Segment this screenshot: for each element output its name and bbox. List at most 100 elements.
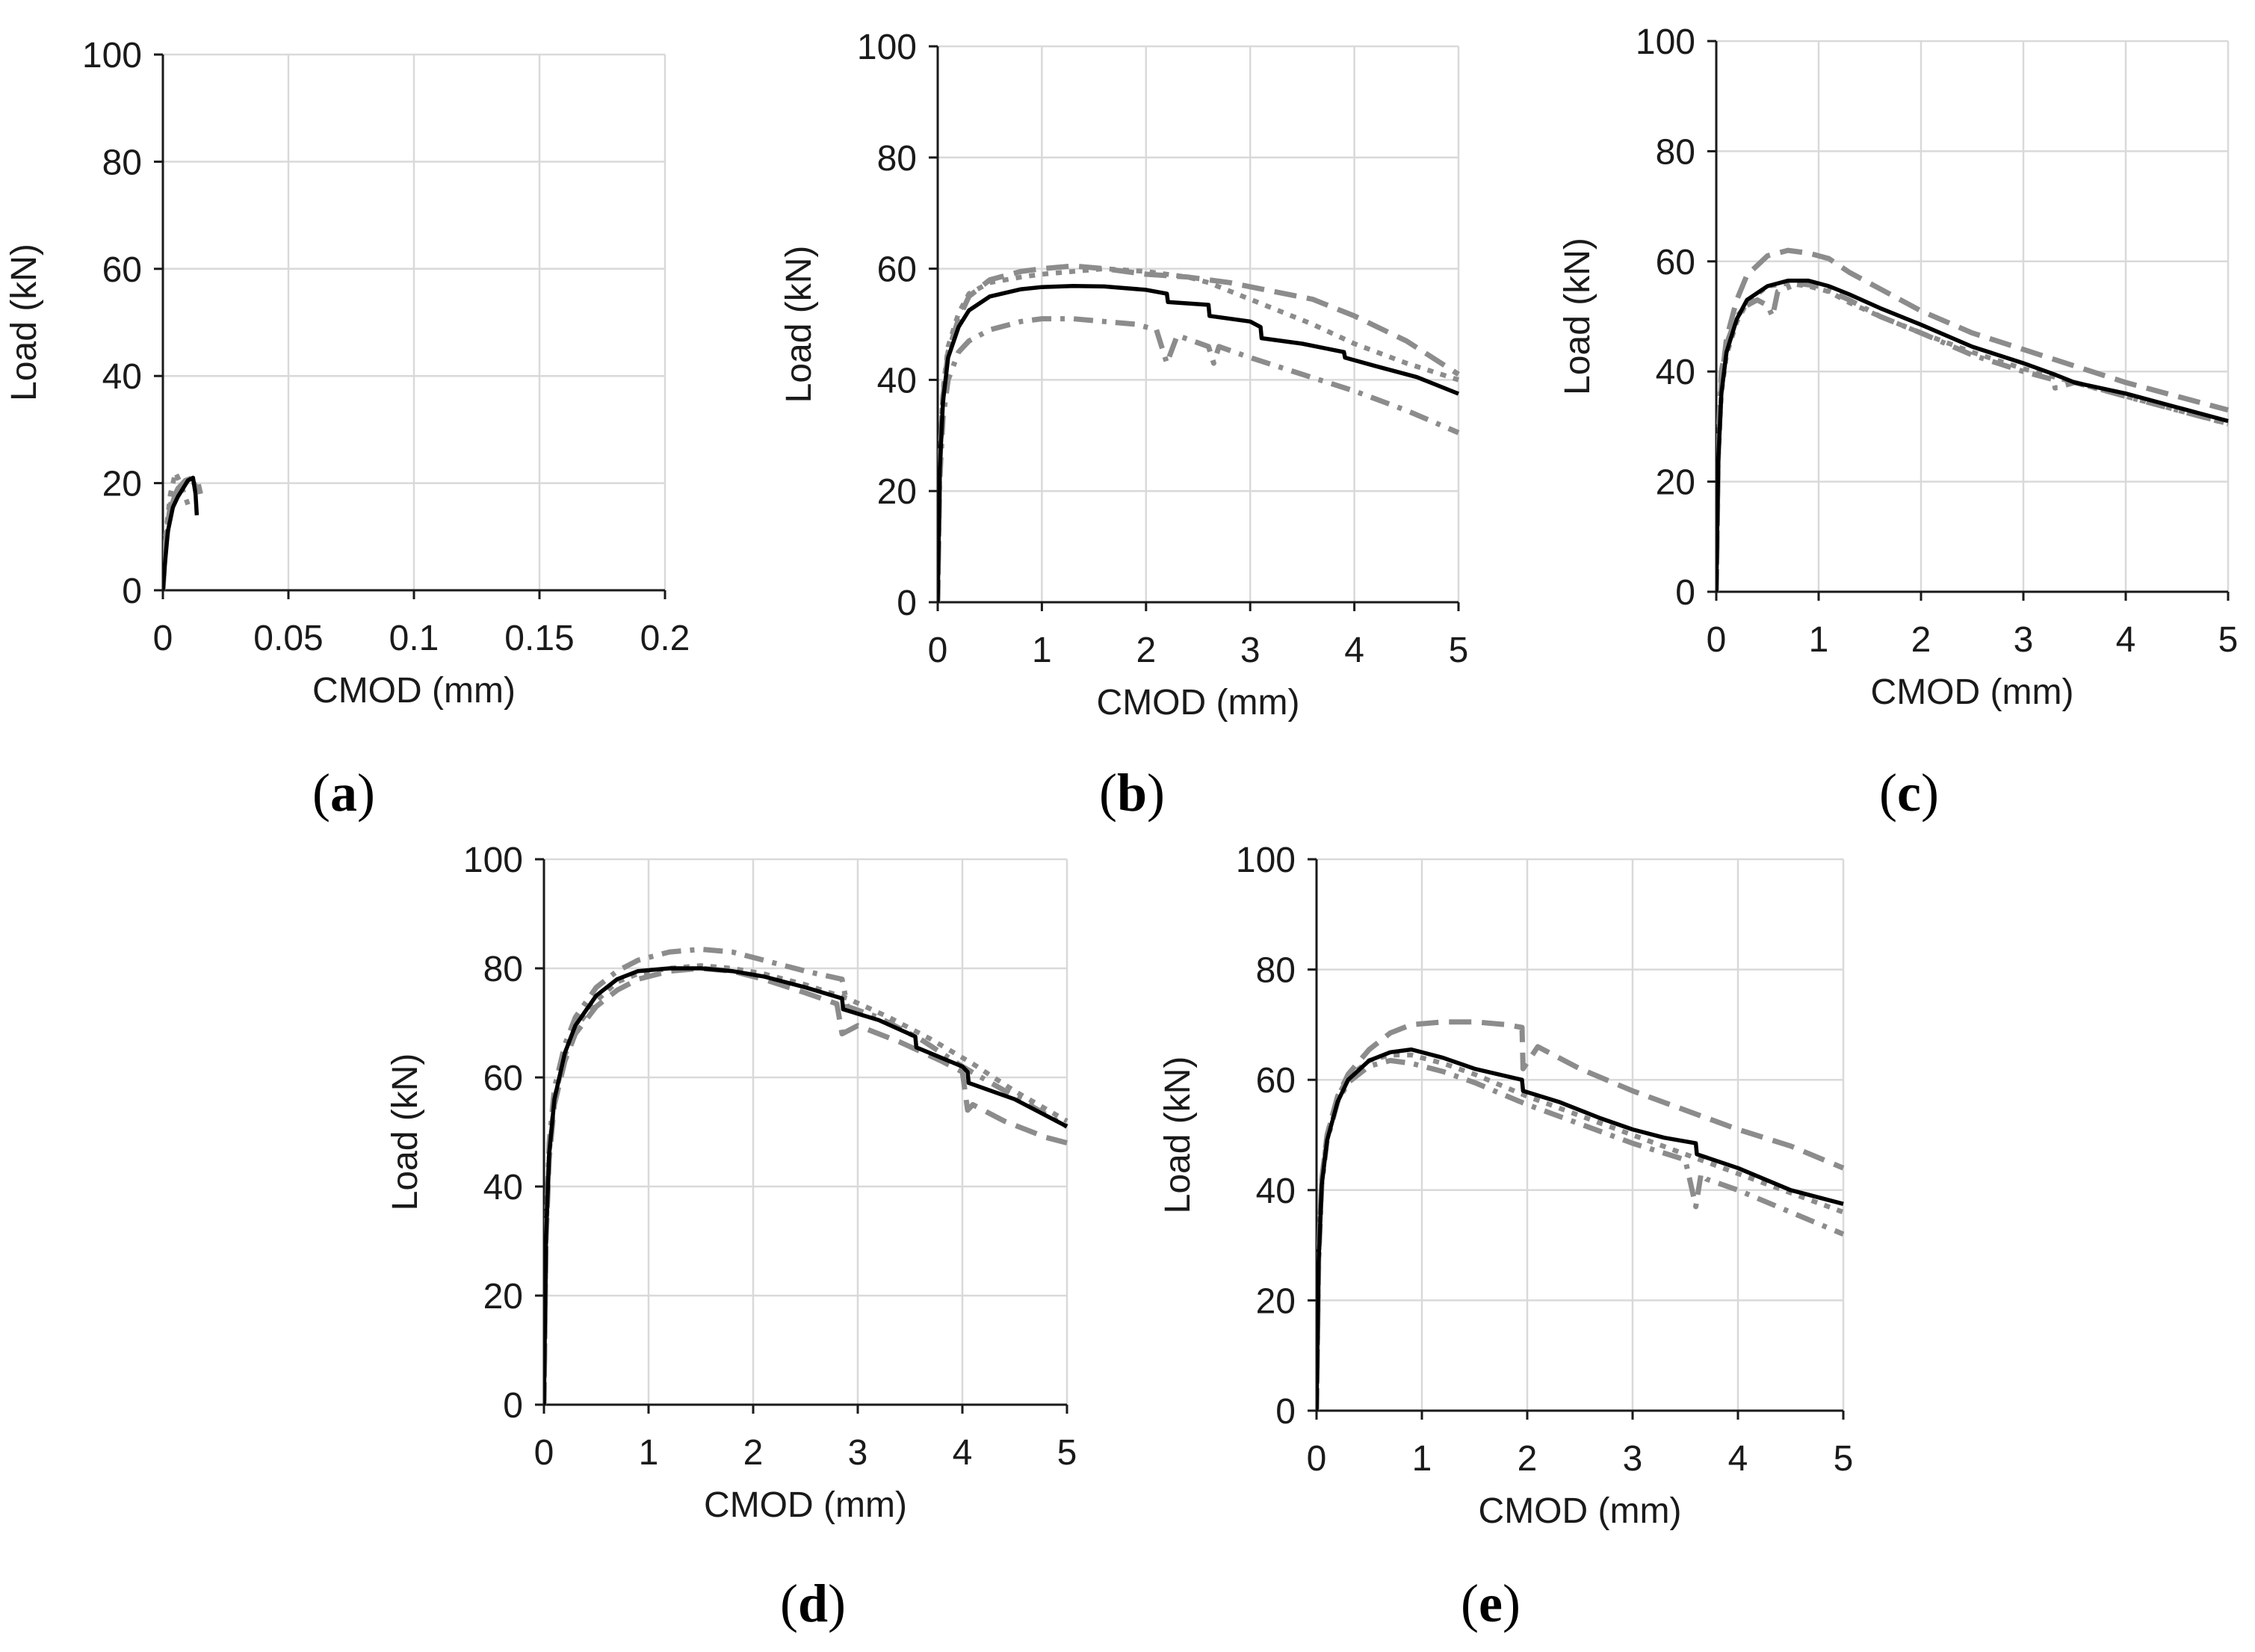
y-tick-label: 80 <box>877 139 917 179</box>
series-line-average <box>163 475 199 591</box>
x-axis-title: CMOD (mm) <box>1097 683 1300 723</box>
y-tick-label: 40 <box>1256 1172 1296 1211</box>
panel-label: (b) <box>1099 763 1165 823</box>
y-axis-title: Load (kN) <box>4 244 44 401</box>
x-tick-label: 1 <box>639 1433 659 1473</box>
series-line-average <box>1317 1047 1844 1411</box>
y-tick-label: 100 <box>1636 22 1695 62</box>
y-tick-label: 40 <box>483 1168 523 1207</box>
x-axis-title: CMOD (mm) <box>1479 1491 1682 1531</box>
panel-label: (a) <box>312 763 375 823</box>
x-tick-label: 0 <box>153 619 173 658</box>
x-tick-label: 1 <box>1809 620 1829 660</box>
x-tick-label: 2 <box>1136 631 1156 670</box>
x-tick-label: 0.2 <box>640 619 690 658</box>
chart-panel-b: 0 1 2 3 4 5 0 20 40 60 80 100 CMOD (mm) Load (kN) (b) <box>779 28 1468 823</box>
y-tick-label: 20 <box>483 1277 523 1317</box>
y-tick-label: 60 <box>1256 1061 1296 1101</box>
y-tick-label: 100 <box>857 28 917 67</box>
x-axis-title: CMOD (mm) <box>312 671 516 711</box>
y-tick-label: 60 <box>483 1059 523 1098</box>
panel-label-close: ) <box>828 1574 846 1633</box>
panel-label-letter: a <box>330 763 357 823</box>
y-axis-title: Load (kN) <box>1158 1057 1198 1214</box>
series-line-specimen-2 <box>938 316 1460 603</box>
x-tick-label: 4 <box>953 1433 973 1473</box>
x-tick-label: 1 <box>1032 631 1052 670</box>
x-axis-title: CMOD (mm) <box>704 1485 907 1525</box>
chart-panel-c: 0 1 2 3 4 5 0 20 40 60 80 100 CMOD (mm) Load (kN) (c) <box>1558 22 2238 823</box>
panel-label-open: ( <box>1461 1574 1479 1633</box>
series-line-average <box>544 966 1068 1405</box>
x-tick-label: 3 <box>1623 1439 1643 1479</box>
series-line-specimen-1 <box>1317 1019 1845 1411</box>
y-tick-label: 20 <box>1656 463 1695 503</box>
y-tick-label: 0 <box>122 572 142 611</box>
x-tick-label: 3 <box>2014 620 2034 660</box>
y-tick-label: 20 <box>102 465 142 504</box>
x-tick-label: 0.1 <box>389 619 439 658</box>
y-tick-label: 100 <box>1236 841 1296 880</box>
y-tick-label: 100 <box>463 841 523 880</box>
x-tick-label: 0.05 <box>253 619 323 658</box>
y-tick-label: 40 <box>102 357 142 397</box>
panel-label-letter: b <box>1117 763 1147 823</box>
x-tick-label: 4 <box>1728 1439 1748 1479</box>
y-axis-title: Load (kN) <box>779 246 819 403</box>
x-tick-label: 4 <box>1344 631 1364 670</box>
y-tick-label: 40 <box>877 361 917 400</box>
series-line-average <box>1716 278 2229 593</box>
x-tick-label: 5 <box>1057 1433 1077 1473</box>
y-tick-label: 60 <box>1656 243 1695 282</box>
x-axis-title: CMOD (mm) <box>1871 672 2074 712</box>
panel-label: (d) <box>780 1574 846 1633</box>
x-tick-label: 2 <box>743 1433 764 1473</box>
panel-label-close: ) <box>357 763 375 823</box>
y-tick-label: 80 <box>1656 132 1695 172</box>
y-tick-label: 0 <box>897 584 917 623</box>
y-tick-label: 80 <box>1256 951 1296 991</box>
chart-panel-a: 0 0.05 0.1 0.15 0.2 0 20 40 60 80 100 CMOD (mm) Load… <box>4 36 690 823</box>
x-tick-label: 0 <box>534 1433 554 1473</box>
y-tick-label: 20 <box>1256 1281 1296 1321</box>
y-tick-label: 20 <box>877 472 917 512</box>
series-line-specimen-2 <box>1317 1057 1845 1411</box>
series-line-average <box>938 283 1460 603</box>
y-tick-label: 0 <box>1275 1392 1296 1432</box>
y-tick-label: 0 <box>503 1386 523 1426</box>
y-tick-label: 60 <box>102 250 142 290</box>
x-tick-label: 0 <box>1707 620 1727 660</box>
chart-panel-d: 0 1 2 3 4 5 0 20 40 60 80 100 CMOD (mm) Load (kN) (d) <box>386 841 1077 1633</box>
y-tick-label: 100 <box>82 36 142 75</box>
panel-label-letter: c <box>1897 763 1921 823</box>
x-tick-label: 5 <box>2218 620 2239 660</box>
x-tick-label: 3 <box>1240 631 1260 670</box>
y-axis-title: Load (kN) <box>1558 238 1597 395</box>
panel-label: (c) <box>1879 763 1939 823</box>
panel-label-close: ) <box>1921 763 1939 823</box>
x-tick-label: 3 <box>848 1433 868 1473</box>
panel-label-close: ) <box>1503 1574 1521 1633</box>
x-tick-label: 0.15 <box>504 619 574 658</box>
y-tick-label: 80 <box>102 143 142 182</box>
panel-label-letter: d <box>798 1574 828 1633</box>
panel-label-open: ( <box>1879 763 1897 823</box>
y-tick-label: 40 <box>1656 353 1695 392</box>
series-line-specimen-3 <box>938 266 1459 603</box>
x-tick-label: 1 <box>1412 1439 1432 1479</box>
y-tick-label: 0 <box>1675 573 1695 613</box>
x-tick-label: 4 <box>2116 620 2136 660</box>
y-tick-label: 80 <box>483 950 523 989</box>
series-line-specimen-2 <box>544 947 1068 1405</box>
x-tick-label: 2 <box>1518 1439 1538 1479</box>
chart-panel-e: 0 1 2 3 4 5 0 20 40 60 80 100 CMOD (mm) Load (kN) (e) <box>1158 841 1853 1633</box>
series-line-specimen-1 <box>1716 247 2229 593</box>
y-axis-title: Load (kN) <box>386 1054 425 1211</box>
x-tick-label: 5 <box>1449 631 1469 670</box>
series-line-specimen-1 <box>938 263 1460 603</box>
panel-label-open: ( <box>312 763 330 823</box>
x-tick-label: 0 <box>928 631 948 670</box>
panel-label-open: ( <box>780 1574 798 1633</box>
series-line-specimen-2 <box>1716 280 2229 593</box>
